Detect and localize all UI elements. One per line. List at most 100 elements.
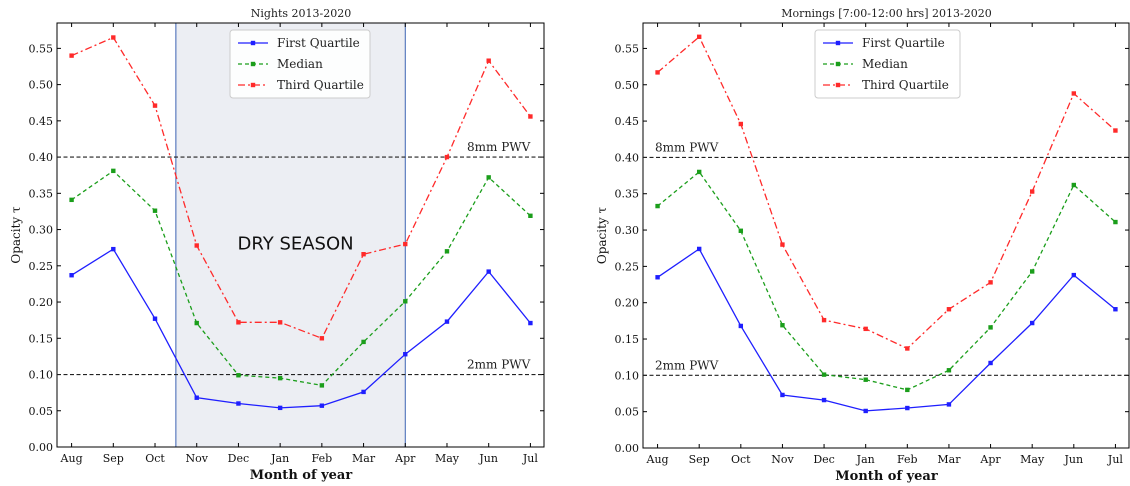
x-tick-label: Dec	[813, 453, 835, 466]
y-tick-label: 0.10	[29, 369, 54, 382]
y-tick-label: 0.00	[29, 441, 54, 454]
y-axis-label: Opacity τ	[9, 206, 23, 264]
x-tick-label: Jan	[856, 453, 875, 466]
data-point	[988, 280, 993, 285]
x-tick-label: Aug	[646, 453, 669, 466]
x-tick-label: Jul	[522, 452, 538, 465]
x-tick-label: Nov	[185, 452, 208, 465]
data-point	[486, 175, 491, 180]
data-point	[528, 114, 533, 119]
series-line	[657, 35, 1116, 350]
data-point	[655, 275, 660, 280]
series-line	[657, 170, 1116, 391]
data-point	[194, 395, 199, 400]
data-point	[655, 70, 660, 75]
data-point	[277, 405, 283, 411]
legend-swatch-marker	[250, 40, 256, 46]
legend: First Quartile Median Third Quartile	[229, 29, 371, 99]
data-point	[946, 368, 952, 373]
data-point	[486, 58, 491, 63]
data-point	[905, 387, 910, 393]
data-point	[444, 319, 450, 324]
data-point	[111, 168, 116, 174]
y-tick-label: 0.50	[615, 79, 640, 92]
x-tick-label: Jul	[1107, 453, 1123, 466]
x-tick-label: Oct	[145, 452, 165, 465]
data-point	[277, 375, 283, 381]
y-tick-label: 0.45	[615, 115, 640, 128]
series-line	[71, 36, 531, 340]
x-tick-label: Sep	[689, 453, 710, 466]
data-point	[403, 352, 408, 357]
plot-frame	[642, 22, 1130, 449]
data-point	[821, 317, 827, 323]
y-tick-label: 0.55	[29, 42, 54, 55]
x-axis-label: Month of year	[835, 469, 938, 484]
data-point	[696, 169, 702, 175]
x-axis-label: Month of year	[250, 468, 353, 483]
legend-label: Median	[277, 57, 323, 71]
legend-label: First Quartile	[277, 36, 360, 50]
data-point	[863, 377, 868, 382]
y-tick-label: 0.25	[29, 260, 54, 273]
x-tick-label: May	[435, 452, 460, 465]
data-point	[738, 121, 744, 127]
x-tick-label: Aug	[60, 452, 83, 465]
data-point	[905, 405, 910, 411]
x-tick-label: Jan	[270, 452, 289, 465]
legend-box	[814, 29, 961, 99]
data-point	[319, 383, 325, 388]
x-tick-label: Apr	[394, 452, 416, 465]
chart-title: Mornings [7:00-12:00 hrs] 2013-2020	[781, 7, 991, 20]
data-point	[236, 401, 241, 406]
data-point	[1071, 272, 1077, 278]
x-tick-label: Apr	[979, 453, 1001, 466]
data-point	[988, 325, 993, 330]
reference-line-label: 2mm PWV	[655, 358, 719, 372]
x-tick-label: Dec	[228, 452, 250, 465]
data-point	[444, 249, 450, 254]
data-point	[780, 323, 785, 328]
data-point	[821, 397, 827, 403]
y-tick-label: 0.45	[29, 115, 54, 128]
data-point	[1113, 219, 1118, 225]
y-tick-label: 0.05	[615, 406, 640, 419]
y-tick-label: 0.50	[29, 79, 54, 92]
data-point	[946, 307, 952, 312]
y-tick-label: 0.25	[615, 260, 640, 273]
y-tick-label: 0.55	[615, 42, 640, 55]
chart-title: Nights 2013-2020	[251, 7, 352, 20]
data-point	[111, 35, 116, 40]
legend-swatch-marker	[835, 82, 841, 88]
data-point	[528, 320, 533, 326]
data-point	[444, 154, 450, 160]
data-point	[486, 269, 491, 274]
dry-season-label: DRY SEASON	[238, 233, 354, 254]
data-point	[69, 273, 74, 278]
y-tick-label: 0.10	[615, 369, 640, 382]
data-point	[403, 299, 408, 304]
data-point	[780, 392, 785, 398]
data-point	[1071, 182, 1077, 188]
series-line	[71, 170, 531, 387]
data-point	[361, 339, 366, 345]
x-tick-label: Feb	[897, 453, 918, 466]
legend-box	[229, 29, 371, 99]
data-point	[1029, 320, 1035, 326]
data-point	[1071, 91, 1077, 96]
data-point	[696, 34, 702, 40]
data-point	[152, 316, 158, 321]
reference-line-label: 8mm PWV	[655, 140, 719, 154]
data-point	[152, 103, 158, 108]
data-point	[194, 320, 199, 326]
data-point	[863, 326, 868, 332]
legend-swatch-marker	[835, 40, 841, 46]
x-tick-label: May	[1020, 453, 1045, 466]
data-point	[236, 373, 241, 378]
x-tick-label: Jun	[1064, 453, 1084, 466]
legend-label: First Quartile	[862, 36, 945, 50]
data-point	[236, 320, 241, 325]
y-axis-label: Opacity τ	[595, 207, 609, 265]
chart-panel-2: Mornings [7:00-12:00 hrs] 2013-2020 0.00 0…	[595, 7, 1130, 484]
